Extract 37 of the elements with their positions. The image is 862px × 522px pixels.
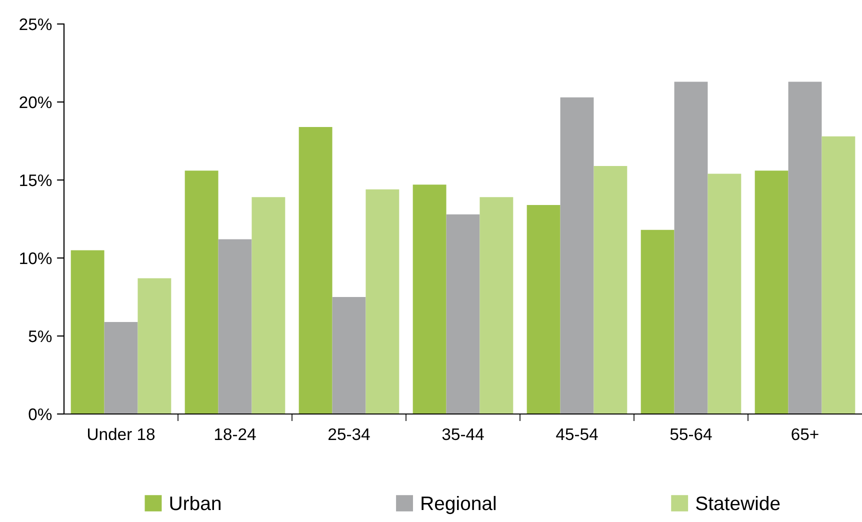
x-tick-label: Under 18 [88,428,155,440]
bar [674,82,708,414]
y-tick-label: 5% [28,330,52,342]
x-tick-label: 65+ [792,428,818,440]
x-tick-label: 45-54 [556,428,598,440]
bar [218,239,252,414]
y-tick-label: 25% [20,18,52,30]
bar [708,174,742,414]
y-tick-label: 20% [20,96,52,108]
bar [412,184,446,414]
bar [526,204,560,414]
legend-label: Regional [422,496,496,514]
bar [788,82,822,414]
bar [754,170,788,414]
bar [298,126,332,414]
x-tick-label: 35-44 [442,428,484,440]
bar [560,97,594,414]
legend-label: Statewide [696,496,780,510]
bar [332,297,366,414]
bar [366,189,400,414]
x-tick-label: 25-34 [328,428,370,440]
bar [822,136,856,414]
bar [70,250,104,414]
bar [138,278,172,414]
y-tick-label: 0% [28,408,52,420]
bar [640,230,674,414]
bar [594,166,628,414]
bar [480,197,514,414]
y-tick-label: 15% [20,174,52,186]
bar [252,197,286,414]
x-tick-label: 18-24 [214,428,256,440]
x-tick-label: 55-64 [670,428,712,440]
y-tick-label: 10% [20,252,52,264]
legend-label: Urban [170,496,220,510]
bar [184,170,218,414]
bar [446,214,480,414]
bar [104,322,138,414]
